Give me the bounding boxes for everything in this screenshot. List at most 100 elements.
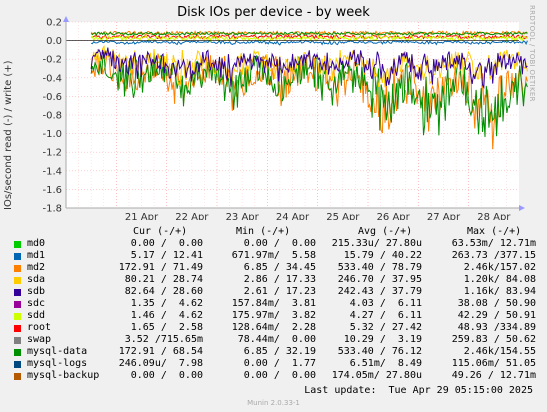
legend-swatch xyxy=(14,349,21,356)
legend-max: 2.46k/154.55 xyxy=(463,346,536,357)
legend-header-max: Max (-/+) xyxy=(467,226,522,237)
plot-svg: 0.2 0.0 -0.2 -0.4 -0.6 -0.8 -1.0 -1.2 -1.4 -1.6 -1… xyxy=(42,16,528,220)
legend-cur: 172.91 / 71.49 xyxy=(118,262,203,273)
x-tick-label: 22 Apr xyxy=(175,212,209,220)
legend-avg: 4.03 / 6.11 xyxy=(349,298,422,309)
legend-swatch xyxy=(14,301,21,308)
legend-row: md1 5.17 / 12.41 671.97m/ 5.58 15.79 / 40.2… xyxy=(0,250,547,262)
legend-name: sdd xyxy=(27,310,46,321)
legend-swatch xyxy=(14,337,21,344)
legend-avg: 242.43 / 37.79 xyxy=(337,286,422,297)
legend-avg: 5.32 / 27.42 xyxy=(349,322,422,333)
x-tick-label: 28 Apr xyxy=(477,212,511,220)
y-tick-label: 0.0 xyxy=(46,36,62,47)
legend-swatch xyxy=(14,277,21,284)
legend-cur: 1.46 / 4.62 xyxy=(130,310,203,321)
legend-cur: 80.21 / 28.74 xyxy=(124,274,203,285)
legend-min: 671.97m/ 5.58 xyxy=(231,250,316,261)
legend-row: root 1.65 / 2.58 128.64m/ 2.28 5.32 / 27.42… xyxy=(0,322,547,334)
y-axis-arrow xyxy=(63,16,69,22)
legend-cur: 172.91 / 68.54 xyxy=(118,346,203,357)
legend-cur: 1.65 / 2.58 xyxy=(130,322,203,333)
legend-max: 38.08 / 50.90 xyxy=(457,298,536,309)
legend-row: sda 80.21 / 28.74 2.86 / 17.33 246.70 / 37.… xyxy=(0,274,547,286)
x-axis-arrow xyxy=(519,205,525,211)
rrdtool-credit: RRDTOOL / TOBI OETIKER xyxy=(528,5,536,102)
series-line-sdb-read xyxy=(90,47,528,89)
y-tick-label: -0.2 xyxy=(42,55,62,66)
legend-row: sdc 1.35 / 4.62 157.84m/ 3.81 4.03 / 6.11 38… xyxy=(0,298,547,310)
legend-min: 157.84m/ 3.81 xyxy=(231,298,316,309)
series-line-mysql-data-write xyxy=(90,31,528,37)
legend-max: 115.06m/ 51.05 xyxy=(451,358,536,369)
legend-name: sdb xyxy=(27,286,46,297)
legend-cur: 5.17 / 12.41 xyxy=(130,250,203,261)
x-tick-label: 23 Apr xyxy=(226,212,260,220)
legend-row: sdd 1.46 / 4.62 175.97m/ 3.82 4.27 / 6.11 42… xyxy=(0,310,547,322)
legend-max: 48.93 /334.89 xyxy=(457,322,536,333)
legend-name: swap xyxy=(27,334,52,345)
series-group xyxy=(90,30,528,150)
legend-avg: 6.51m/ 8.49 xyxy=(349,358,422,369)
series-line-md1-read xyxy=(91,39,528,46)
legend-name: sdc xyxy=(27,298,46,309)
legend-name: md2 xyxy=(27,262,46,273)
legend-row: mysql-logs 246.09u/ 7.98 0.00 / 1.77 6.51m/… xyxy=(0,358,547,370)
y-tick-label: -0.6 xyxy=(42,92,62,103)
legend-max: 2.46k/157.02 xyxy=(463,262,536,273)
legend-swatch xyxy=(14,361,21,368)
y-tick-label: -1.2 xyxy=(42,148,62,159)
legend-min: 6.85 / 34.45 xyxy=(243,262,316,273)
legend-avg: 174.05m/ 27.80u xyxy=(331,370,422,381)
legend-max: 263.73 /377.15 xyxy=(451,250,536,261)
x-tick-label: 27 Apr xyxy=(427,212,461,220)
legend-min: 0.00 / 1.77 xyxy=(243,358,316,369)
series-line-mysql-data-read xyxy=(90,51,528,138)
legend-min: 0.00 / 0.00 xyxy=(243,238,316,249)
x-tick-label: 24 Apr xyxy=(276,212,310,220)
legend-avg: 246.70 / 37.95 xyxy=(337,274,422,285)
legend-max: 42.29 / 50.91 xyxy=(457,310,536,321)
y-tick-label: -1.4 xyxy=(42,166,62,177)
legend-min: 175.97m/ 3.82 xyxy=(231,310,316,321)
legend-swatch xyxy=(14,373,21,380)
legend-row: mysql-backup 0.00 / 0.00 0.00 / 0.00 174.05… xyxy=(0,370,547,382)
legend-header-cur: Cur (-/+) xyxy=(133,226,188,237)
legend-name: md0 xyxy=(27,238,46,249)
x-tick-label: 25 Apr xyxy=(326,212,360,220)
legend-cur: 0.00 / 0.00 xyxy=(130,370,203,381)
legend-min: 2.61 / 17.23 xyxy=(243,286,316,297)
legend-name: md1 xyxy=(27,250,46,261)
legend-cur: 82.64 / 28.60 xyxy=(124,286,203,297)
y-tick-label: -1.8 xyxy=(42,204,62,215)
legend-avg: 10.29 / 3.19 xyxy=(343,334,422,345)
y-tick-label: -1.0 xyxy=(42,129,62,140)
series-line-sdd-write xyxy=(90,34,528,43)
legend-avg: 4.27 / 6.11 xyxy=(349,310,422,321)
legend-name: root xyxy=(27,322,52,333)
legend-swatch xyxy=(14,313,21,320)
legend-min: 6.85 / 32.19 xyxy=(243,346,316,357)
y-tick-label: -1.6 xyxy=(42,185,62,196)
y-tick-labels: 0.2 0.0 -0.2 -0.4 -0.6 -0.8 -1.0 -1.2 -1.4 -1.6 -1… xyxy=(42,18,62,215)
legend-min: 78.44m/ 0.00 xyxy=(237,334,316,345)
legend-max: 259.83 / 50.62 xyxy=(451,334,536,345)
legend-name: mysql-backup xyxy=(27,370,100,381)
x-tick-label: 21 Apr xyxy=(125,212,159,220)
legend-swatch xyxy=(14,289,21,296)
chart-title: Disk IOs per device - by week xyxy=(177,5,370,20)
legend-max: 1.16k/ 83.94 xyxy=(463,286,536,297)
legend-min: 128.64m/ 2.28 xyxy=(231,322,316,333)
x-tick-label: 26 Apr xyxy=(377,212,411,220)
munin-version: Munin 2.0.33-1 xyxy=(247,399,300,407)
legend-swatch xyxy=(14,265,21,272)
legend-row: mysql-data 172.91 / 68.54 6.85 / 32.19 533.… xyxy=(0,346,547,358)
legend-swatch xyxy=(14,253,21,260)
legend-cur: 1.35 / 4.62 xyxy=(130,298,203,309)
legend-header-avg: Avg (-/+) xyxy=(358,226,413,237)
legend-min: 0.00 / 0.00 xyxy=(243,370,316,381)
legend-cur: 3.52 /715.65m xyxy=(124,334,203,345)
legend-name: sda xyxy=(27,274,46,285)
legend-swatch xyxy=(14,325,21,332)
